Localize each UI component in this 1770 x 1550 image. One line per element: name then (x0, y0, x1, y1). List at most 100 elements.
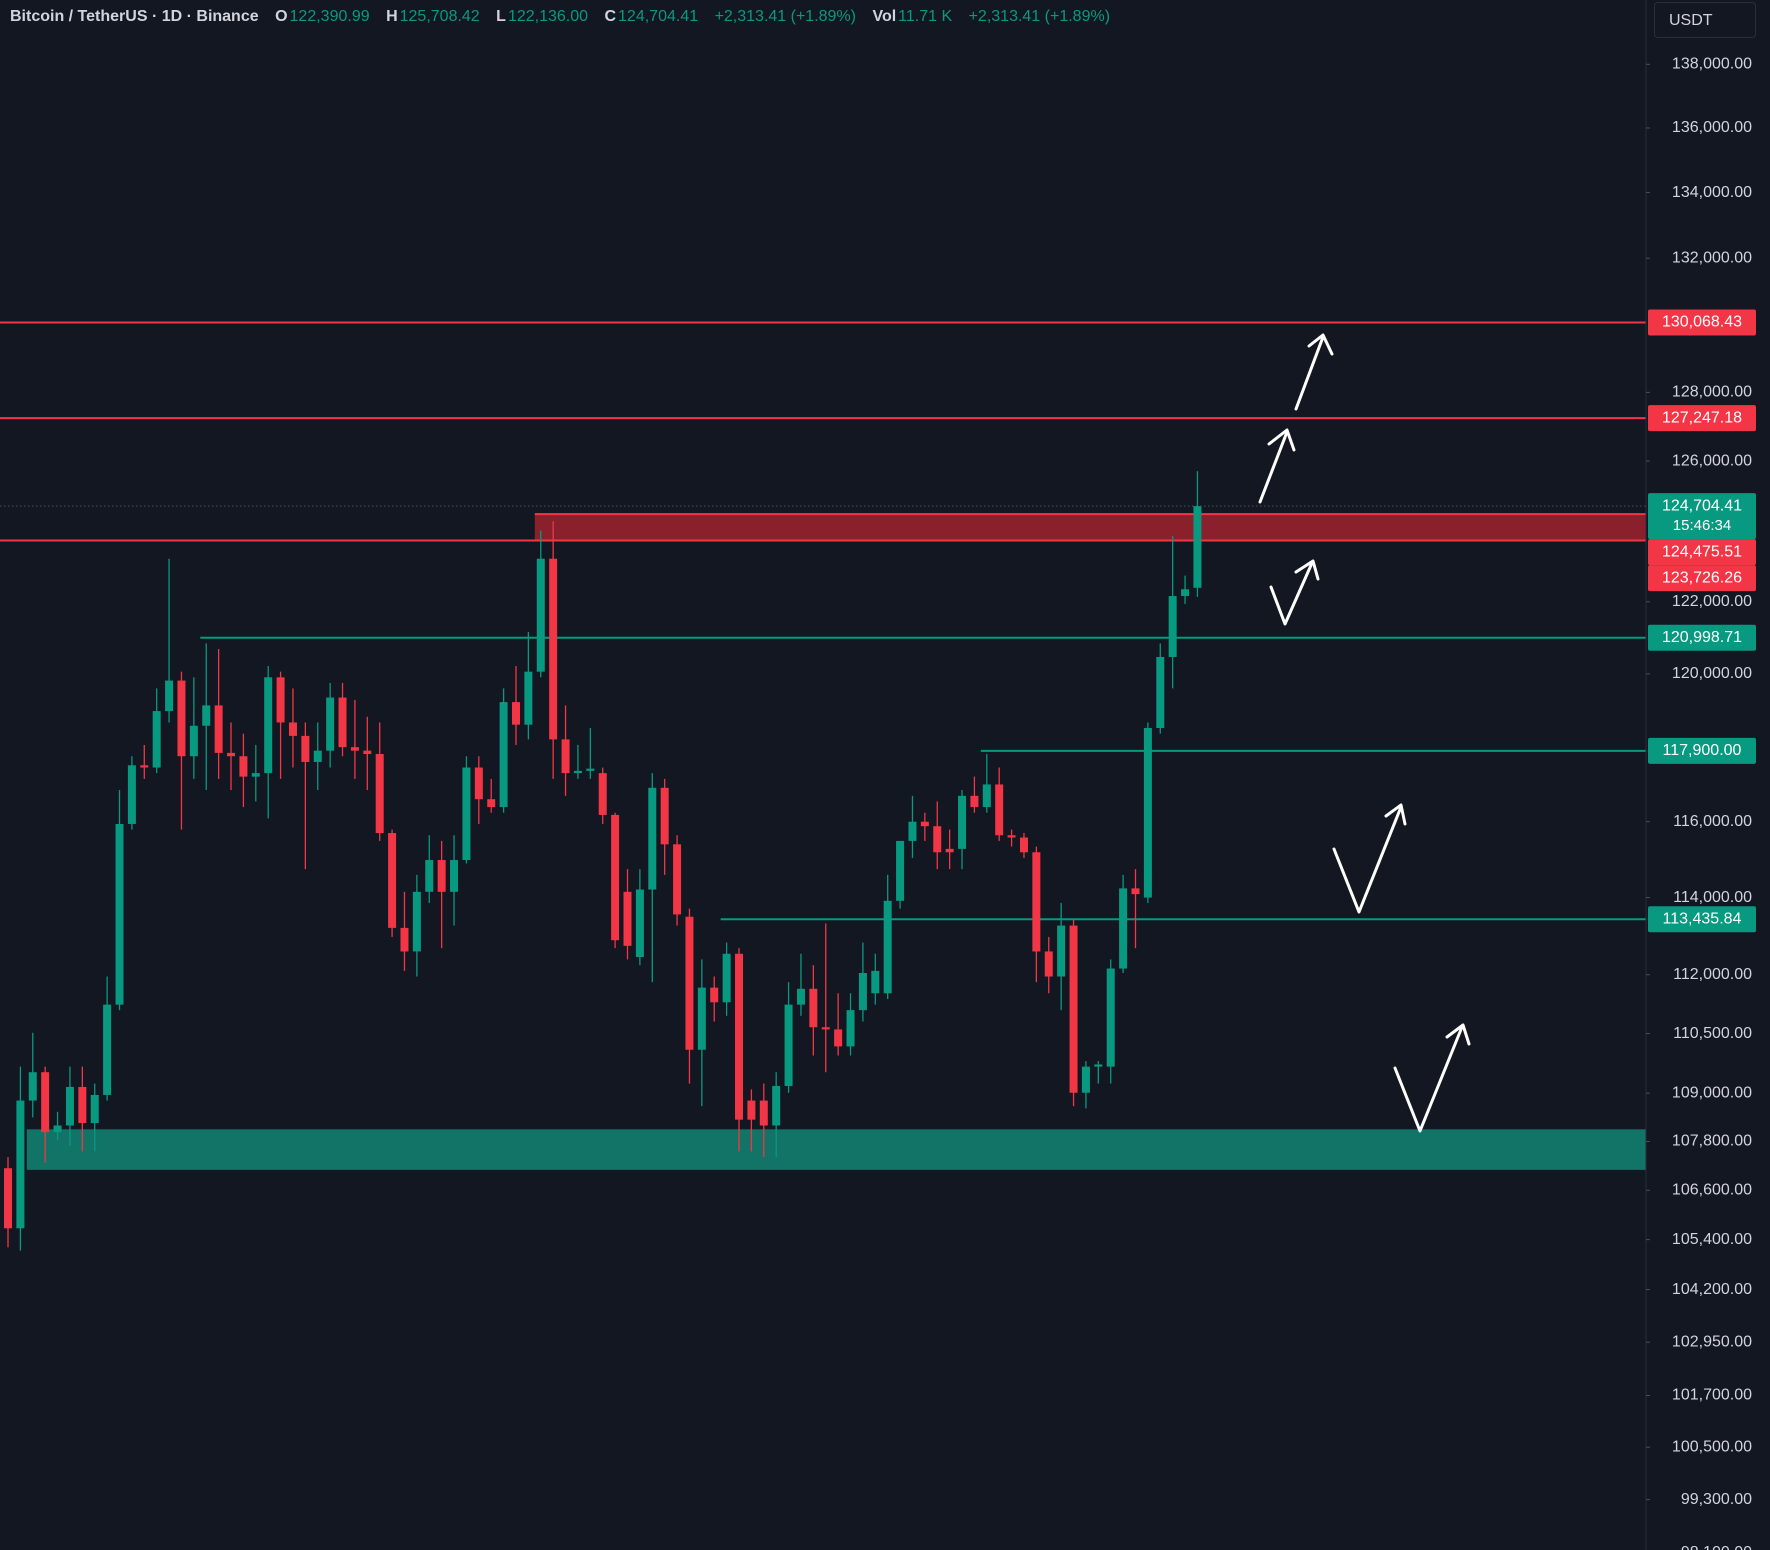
y-tick-label: 105,400.00 (1672, 1231, 1752, 1248)
currency-button[interactable]: USDT (1654, 2, 1756, 38)
candle-body (908, 821, 917, 841)
candle-body (933, 826, 942, 853)
price-label-box (1648, 737, 1756, 764)
candle-body (214, 705, 223, 753)
candle-body (165, 680, 174, 712)
candle-body (1032, 852, 1041, 952)
legend-header: Bitcoin / TetherUS · 1D · Binance O 122,3… (10, 8, 1122, 26)
candle-body (16, 1100, 25, 1229)
countdown: 15:46:34 (1673, 517, 1731, 534)
price-label: 130,068.43 (1662, 314, 1742, 331)
candle-body (115, 823, 124, 1005)
candle-body (710, 987, 719, 1003)
candle-body (846, 1010, 855, 1047)
price-label-box (1648, 624, 1756, 651)
arrow (1258, 430, 1289, 504)
candle-body (437, 860, 446, 892)
candle-body (140, 765, 149, 768)
candle-body (871, 970, 880, 994)
arrow (1393, 1025, 1464, 1133)
volume-change: +2,313.41 (+1.89%) (968, 8, 1111, 25)
candle-body (1106, 968, 1115, 1067)
candle-body (338, 697, 347, 748)
candle-body (573, 770, 582, 774)
price-label: 124,475.51 (1662, 543, 1742, 560)
lines-layer (0, 321, 1646, 921)
candle-body (487, 799, 496, 808)
ohlc-value: 122,390.99 (289, 8, 370, 25)
candle-body (251, 773, 260, 777)
candle-body (276, 677, 285, 723)
volume-key: Vol (872, 8, 897, 25)
candle-body (834, 1029, 843, 1047)
candle-body (747, 1100, 756, 1120)
candle-body (152, 711, 161, 768)
candle-body (722, 953, 731, 1003)
arrow (1332, 805, 1403, 914)
candle-body (313, 750, 322, 762)
arrow (1294, 335, 1325, 411)
candle-body (660, 787, 669, 845)
y-tick-label: 110,500.00 (1673, 1025, 1752, 1042)
candle-body (549, 558, 558, 740)
candle-body (103, 1004, 112, 1095)
candle-body (1044, 951, 1053, 977)
candle-body (90, 1094, 99, 1124)
candle-body (958, 795, 967, 849)
zones-layer (26, 514, 1646, 1170)
candle-body (611, 814, 620, 941)
candle-body (41, 1072, 50, 1133)
candle-body (388, 832, 397, 928)
candle-body (65, 1086, 74, 1126)
volume-value: 11.71 K (898, 8, 953, 25)
y-tick-label: 109,000.00 (1672, 1084, 1752, 1101)
candle-body (363, 750, 372, 754)
candle-body (1168, 596, 1177, 657)
ohlc-key: L (496, 8, 506, 25)
candle-body (412, 891, 421, 952)
price-axis: 138,000.00 136,000.00 134,000.00 132,000.00… (1645, 0, 1770, 1550)
candle-body (53, 1125, 62, 1133)
price-label-box (1648, 906, 1756, 933)
candle-body (28, 1072, 37, 1101)
candle-body (189, 725, 198, 757)
symbol: Bitcoin / TetherUS · 1D · Binance (10, 8, 259, 25)
candle-body (1019, 837, 1028, 853)
y-tick-label: 104,200.00 (1672, 1281, 1752, 1298)
candle-body (896, 840, 905, 901)
candle-body (883, 900, 892, 994)
candle-body (1094, 1064, 1103, 1067)
arrow-head (1267, 428, 1296, 452)
candle-body (4, 1168, 12, 1229)
price-label-box (1648, 405, 1756, 432)
candle-body (1007, 835, 1016, 838)
change: +2,313.41 (+1.89%) (714, 8, 856, 25)
arrow-head (1307, 333, 1334, 356)
candle-body (673, 844, 682, 915)
arrow-head (1294, 559, 1320, 581)
price-labels: 130,068.43 127,247.18 124,704.41 15:46:34 12… (1648, 309, 1756, 933)
candle-body (1181, 589, 1190, 597)
candle-body (809, 988, 818, 1028)
y-tick-label: 102,950.00 (1672, 1333, 1752, 1350)
y-tick-label: 138,000.00 (1672, 56, 1752, 73)
candle-body (598, 773, 607, 815)
y-tick-label: 100,500.00 (1672, 1438, 1752, 1455)
price-label: 117,900.00 (1663, 742, 1742, 759)
candle-body (561, 739, 570, 774)
candle-body (202, 705, 211, 726)
price-label: 124,704.41 (1662, 497, 1742, 514)
ohlc-value: 124,704.41 (618, 8, 699, 25)
y-tick-label: 98,100.00 (1681, 1544, 1752, 1550)
candle-body (697, 987, 706, 1050)
candle-body (1057, 925, 1066, 977)
y-tick-label: 126,000.00 (1672, 452, 1752, 469)
candle-body (1081, 1066, 1090, 1093)
candle-body (784, 1004, 793, 1086)
candle-body (400, 927, 409, 952)
candle-body (1069, 925, 1078, 1093)
candle-body (759, 1100, 768, 1126)
candle-body (623, 891, 632, 946)
